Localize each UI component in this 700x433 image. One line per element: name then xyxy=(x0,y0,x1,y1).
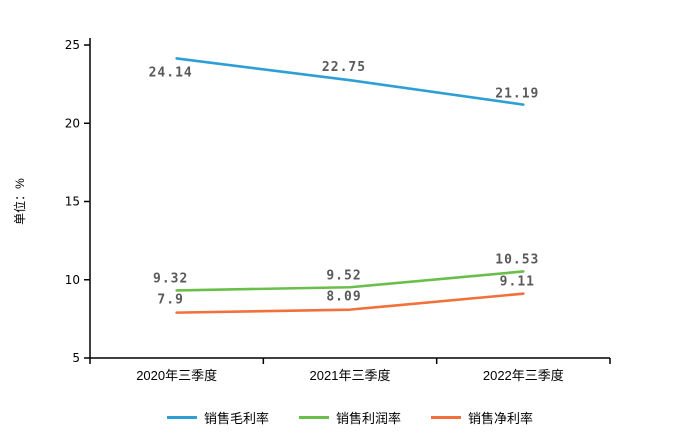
y-tick-label: 15 xyxy=(65,195,80,209)
y-tick-label: 10 xyxy=(65,273,80,287)
y-tick-label: 25 xyxy=(65,38,80,52)
series-line xyxy=(175,57,525,106)
legend-line-swatch xyxy=(298,416,329,419)
data-point-label: 10.53 xyxy=(495,252,539,267)
data-point-label: 22.75 xyxy=(322,60,366,75)
data-point-label: 9.52 xyxy=(326,268,361,283)
legend-line-swatch xyxy=(166,416,197,419)
legend-label: 销售利润率 xyxy=(335,411,401,426)
legend-item: 销售净利率 xyxy=(431,408,533,427)
legend-label: 销售净利率 xyxy=(468,411,534,426)
x-category-label: 2020年三季度 xyxy=(136,368,217,383)
data-point-label: 7.9 xyxy=(157,293,183,308)
data-point-label: 8.09 xyxy=(326,290,361,305)
data-point-label: 24.14 xyxy=(149,65,193,80)
chart-legend: 销售毛利率 销售利润率 销售净利率 xyxy=(0,408,700,427)
data-point-label: 9.32 xyxy=(153,271,188,286)
legend-label: 销售毛利率 xyxy=(203,411,269,426)
x-category-label: 2021年三季度 xyxy=(310,368,391,383)
series-line xyxy=(175,292,525,314)
y-tick-label: 20 xyxy=(65,116,80,130)
series-line xyxy=(175,270,525,292)
legend-line-swatch xyxy=(431,416,461,419)
x-category-label: 2022年三季度 xyxy=(483,368,564,383)
legend-item: 销售利润率 xyxy=(298,408,401,427)
data-point-label: 21.19 xyxy=(495,87,539,102)
y-tick-label: 5 xyxy=(72,351,80,365)
legend-item: 销售毛利率 xyxy=(166,408,269,427)
y-axis-title: 单位：% xyxy=(12,178,27,225)
data-point-label: 9.11 xyxy=(500,275,535,290)
